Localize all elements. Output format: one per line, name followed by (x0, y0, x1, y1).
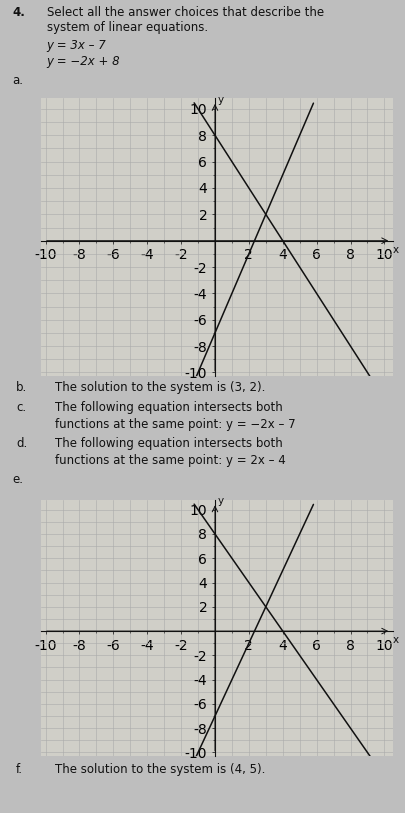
Text: d.: d. (16, 437, 28, 450)
Text: y = 3x – 7: y = 3x – 7 (47, 39, 107, 52)
Text: Select all the answer choices that describe the
system of linear equations.: Select all the answer choices that descr… (47, 6, 324, 33)
Text: y: y (218, 496, 224, 506)
Text: The solution to the system is (4, 5).: The solution to the system is (4, 5). (55, 763, 265, 776)
Text: c.: c. (16, 401, 26, 414)
Text: 4.: 4. (12, 6, 25, 19)
Text: e.: e. (12, 473, 23, 486)
Text: a.: a. (12, 74, 23, 87)
Text: x: x (393, 245, 399, 255)
Text: The following equation intersects both
functions at the same point: y = −2x – 7: The following equation intersects both f… (55, 401, 295, 431)
Text: b.: b. (16, 381, 28, 394)
Text: x: x (393, 635, 399, 645)
Text: The solution to the system is (3, 2).: The solution to the system is (3, 2). (55, 381, 265, 394)
Text: y: y (218, 94, 224, 105)
Text: f.: f. (16, 763, 23, 776)
Text: The following equation intersects both
functions at the same point: y = 2x – 4: The following equation intersects both f… (55, 437, 286, 467)
Text: y = −2x + 8: y = −2x + 8 (47, 55, 120, 68)
